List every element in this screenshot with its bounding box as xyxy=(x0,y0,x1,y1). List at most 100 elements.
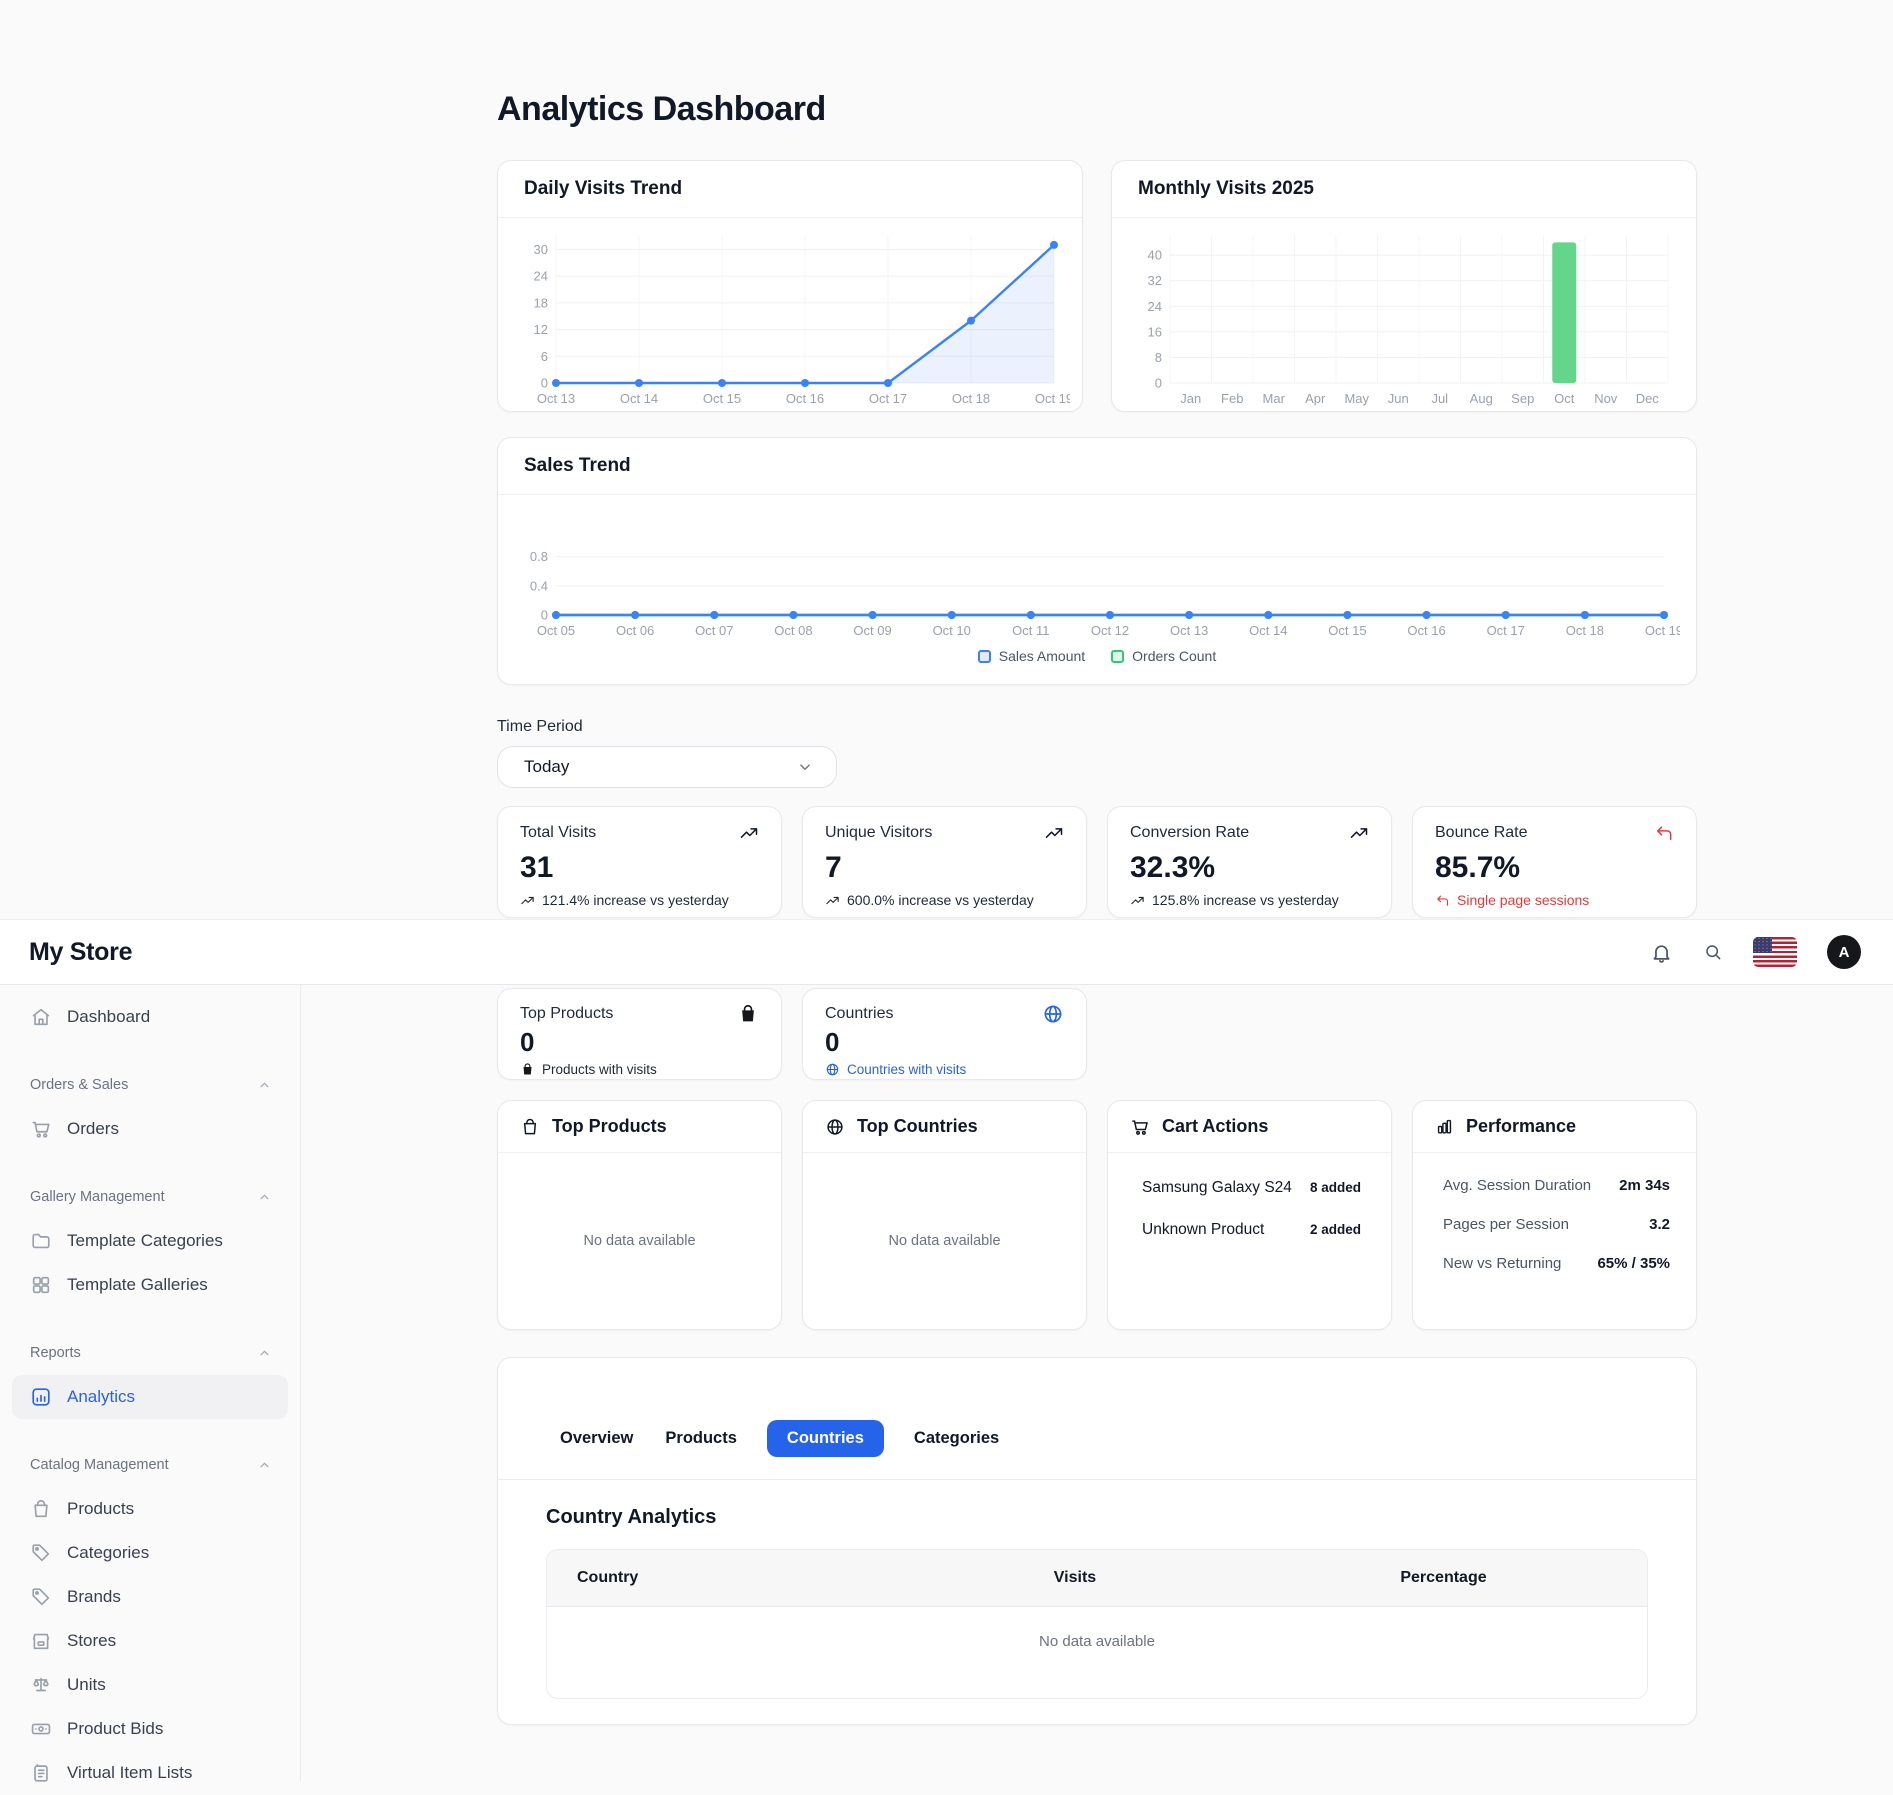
svg-text:0.8: 0.8 xyxy=(530,549,548,564)
svg-text:Oct 15: Oct 15 xyxy=(1328,623,1366,638)
column-country: Country xyxy=(577,1569,639,1586)
svg-text:40: 40 xyxy=(1148,248,1162,263)
sidebar-item-orders[interactable]: Orders xyxy=(0,1107,300,1151)
tab-overview[interactable]: Overview xyxy=(560,1429,634,1447)
time-period-select[interactable]: Today xyxy=(497,746,837,788)
sidebar-item-virtual-item-lists[interactable]: Virtual Item Lists xyxy=(0,1751,300,1795)
column-percentage: Percentage xyxy=(1400,1569,1487,1586)
chevron-up-icon xyxy=(260,1350,269,1355)
empty-state: No data available xyxy=(583,1233,696,1249)
sidebar-item-template-categories[interactable]: Template Categories xyxy=(0,1219,300,1263)
country-analytics-title: Country Analytics xyxy=(546,1506,717,1528)
trending-up-icon xyxy=(1350,828,1368,838)
svg-text:32: 32 xyxy=(1148,273,1162,288)
globe-icon xyxy=(826,1063,839,1076)
svg-text:0: 0 xyxy=(541,608,548,623)
summary-card-countries: Countries 0 Countries with visits xyxy=(802,988,1087,1080)
sales-trend-title: Sales Trend xyxy=(498,438,1696,495)
chevron-up-icon xyxy=(260,1194,269,1199)
svg-text:Oct 13: Oct 13 xyxy=(1170,623,1208,638)
sidebar-item-units[interactable]: Units xyxy=(0,1663,300,1707)
svg-text:Oct 14: Oct 14 xyxy=(620,391,658,406)
notifications-bell-icon[interactable] xyxy=(1650,941,1673,964)
svg-text:Oct 09: Oct 09 xyxy=(853,623,891,638)
sidebar-item-products[interactable]: Products xyxy=(0,1487,300,1531)
svg-text:Sep: Sep xyxy=(1511,391,1534,406)
svg-text:Mar: Mar xyxy=(1263,391,1286,406)
page-title: Analytics Dashboard xyxy=(497,90,826,128)
top-products-panel: Top Products No data available xyxy=(497,1100,782,1330)
summary-card-top-products: Top Products 0 Products with visits xyxy=(497,988,782,1080)
sidebar-section-gallery-management[interactable]: Gallery Management xyxy=(0,1187,300,1207)
sidebar-item-dashboard[interactable]: Dashboard xyxy=(0,995,300,1039)
legend-sales-amount: Sales Amount xyxy=(977,648,1085,664)
sidebar-item-categories[interactable]: Categories xyxy=(0,1531,300,1575)
tab-products[interactable]: Products xyxy=(665,1429,737,1447)
svg-text:Feb: Feb xyxy=(1221,391,1243,406)
trending-up-icon xyxy=(1131,896,1144,904)
cart-icon xyxy=(32,1121,50,1138)
top-countries-panel: Top Countries No data available xyxy=(802,1100,1087,1330)
svg-text:Oct: Oct xyxy=(1554,391,1575,406)
sidebar-item-template-galleries[interactable]: Template Galleries xyxy=(0,1263,300,1307)
svg-text:Dec: Dec xyxy=(1636,391,1660,406)
brand-title: My Store xyxy=(29,937,133,966)
svg-text:Oct 08: Oct 08 xyxy=(774,623,812,638)
svg-text:0: 0 xyxy=(541,376,548,391)
svg-text:Oct 19: Oct 19 xyxy=(1645,623,1680,638)
performance-panel: Performance Avg. Session Duration 2m 34s… xyxy=(1412,1100,1697,1330)
globe-icon xyxy=(1044,1005,1062,1023)
folder-icon xyxy=(32,1233,50,1249)
performance-row: New vs Returning 65% / 35% xyxy=(1443,1255,1670,1272)
svg-text:18: 18 xyxy=(534,295,548,310)
stat-card-bounce-rate: Bounce Rate 85.7% Single page sessions xyxy=(1412,806,1697,918)
search-icon[interactable] xyxy=(1703,942,1723,962)
svg-text:Oct 13: Oct 13 xyxy=(537,391,575,406)
tag-icon xyxy=(32,1544,50,1562)
performance-row: Avg. Session Duration 2m 34s xyxy=(1443,1177,1670,1194)
shopping-bag-icon xyxy=(523,1118,537,1134)
cart-action-row: Samsung Galaxy S24 8 added xyxy=(1142,1179,1361,1196)
chevron-up-icon xyxy=(260,1082,269,1087)
daily-visits-card: Daily Visits Trend 0 6 12 18 24 30 Oct 13 Oct 1… xyxy=(497,160,1083,412)
svg-text:Jun: Jun xyxy=(1388,391,1409,406)
sidebar-item-analytics[interactable]: Analytics xyxy=(12,1375,288,1419)
sidebar-section-orders-sales[interactable]: Orders & Sales xyxy=(0,1075,300,1095)
cart-action-row: Unknown Product 2 added xyxy=(1142,1221,1361,1238)
table-header-row: Country Visits Percentage xyxy=(547,1550,1647,1607)
analytics-detail-card: Overview Products Countries Categories C… xyxy=(497,1357,1697,1725)
shopping-bag-icon xyxy=(741,1004,755,1023)
svg-text:Oct 10: Oct 10 xyxy=(933,623,971,638)
language-flag-us[interactable] xyxy=(1753,937,1797,967)
user-avatar[interactable]: A xyxy=(1827,935,1861,969)
shopping-bag-icon xyxy=(522,1063,533,1076)
stats-row: Total Visits 31 121.4% increase vs yeste… xyxy=(497,806,1697,918)
countries-with-visits-link[interactable]: Countries with visits xyxy=(847,1062,967,1077)
sidebar-section-catalog-management[interactable]: Catalog Management xyxy=(0,1455,300,1475)
time-period-label: Time Period xyxy=(497,718,583,735)
performance-row: Pages per Session 3.2 xyxy=(1443,1216,1670,1233)
trending-up-icon xyxy=(826,896,839,904)
svg-text:Oct 18: Oct 18 xyxy=(1566,623,1604,638)
svg-text:30: 30 xyxy=(534,242,548,257)
time-period-value: Today xyxy=(524,757,570,776)
monthly-visits-title: Monthly Visits 2025 xyxy=(1112,161,1696,218)
svg-text:Oct 17: Oct 17 xyxy=(869,391,907,406)
grid-icon xyxy=(32,1276,50,1294)
sidebar-item-brands[interactable]: Brands xyxy=(0,1575,300,1619)
table-empty-state: No data available xyxy=(1039,1633,1155,1650)
trending-up-icon xyxy=(740,828,758,838)
tab-countries[interactable]: Countries xyxy=(766,1420,884,1457)
sidebar-item-stores[interactable]: Stores xyxy=(0,1619,300,1663)
tab-categories[interactable]: Categories xyxy=(913,1429,1000,1447)
svg-text:0.4: 0.4 xyxy=(530,578,548,593)
svg-text:Oct 14: Oct 14 xyxy=(1249,623,1287,638)
sidebar-item-product-bids[interactable]: Product Bids xyxy=(0,1707,300,1751)
tabs-divider xyxy=(498,1479,1696,1480)
svg-text:Oct 17: Oct 17 xyxy=(1487,623,1525,638)
svg-text:24: 24 xyxy=(534,269,548,284)
panels-row: Top Products No data available Top Count… xyxy=(497,1100,1697,1330)
sidebar: Dashboard Orders & Sales Orders Gallery … xyxy=(0,985,301,1782)
sidebar-section-reports[interactable]: Reports xyxy=(0,1343,300,1363)
svg-text:Oct 16: Oct 16 xyxy=(1407,623,1445,638)
